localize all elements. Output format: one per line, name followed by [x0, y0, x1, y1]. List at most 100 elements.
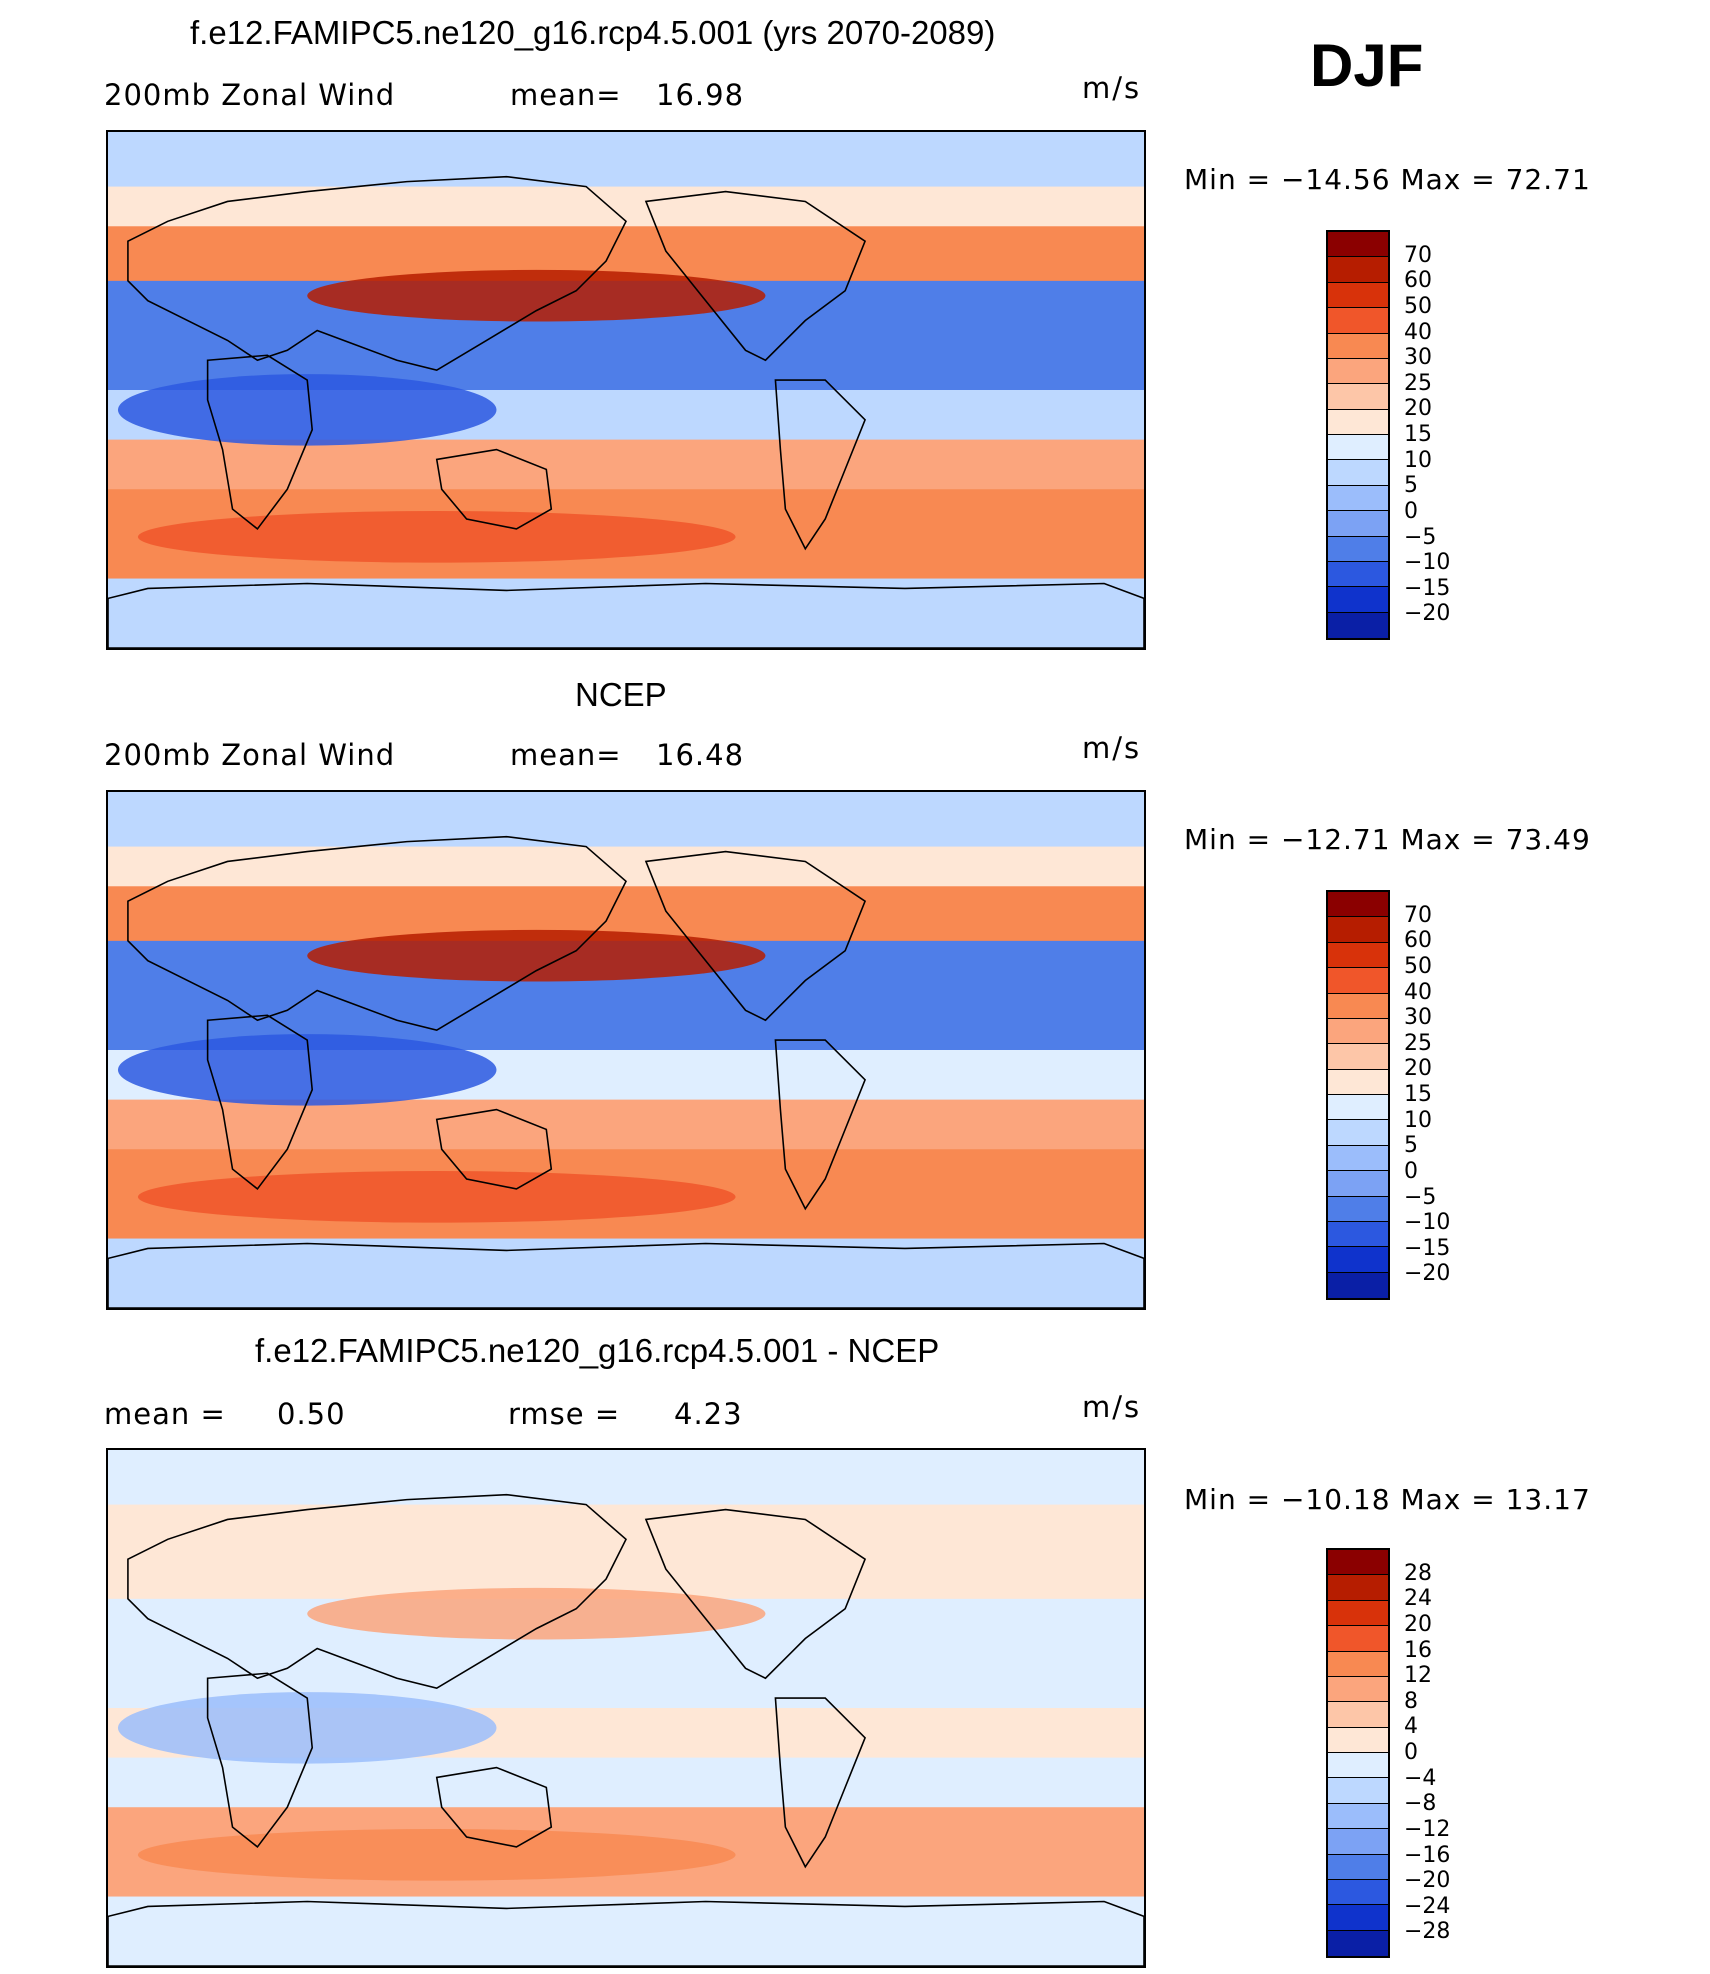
contour-maximum [137, 1171, 736, 1223]
contour-maximum [117, 374, 497, 446]
colorbar-swatch [1328, 232, 1388, 258]
colorbar-tick-label: −20 [1404, 1261, 1451, 1287]
panel-3-map [106, 1448, 1146, 1968]
coastline [774, 1039, 867, 1211]
colorbar-tick-label: 50 [1404, 293, 1432, 319]
colorbar-swatch [1328, 1879, 1388, 1906]
colorbar-tick-label: 5 [1404, 1133, 1418, 1159]
contour-maximum [307, 1587, 766, 1640]
colorbar-tick-label: 70 [1404, 242, 1432, 268]
colorbar-swatch [1328, 1171, 1388, 1197]
coastline [435, 448, 553, 530]
colorbar-swatch [1328, 1221, 1388, 1248]
colorbar-tick-label: 25 [1404, 1030, 1432, 1056]
colorbar-swatch [1328, 1829, 1388, 1855]
coastline [644, 190, 867, 362]
colorbar-swatch [1328, 1930, 1388, 1956]
colorbar-swatch [1328, 485, 1388, 512]
colorbar-swatch [1328, 612, 1388, 638]
panel-3-mean-label: mean = [104, 1397, 226, 1431]
panel-3-rmse-label: rmse = [508, 1397, 621, 1431]
colorbar-tick-label: 30 [1404, 1005, 1432, 1031]
colorbar-swatch [1328, 1600, 1388, 1627]
colorbar-tick-label: 15 [1404, 422, 1432, 447]
colorbar-tick-label: −5 [1404, 1184, 1437, 1210]
panel-3-minmax: Min = −10.18 Max = 13.17 [1184, 1483, 1591, 1516]
panel-1-minmax: Min = −14.56 Max = 72.71 [1184, 163, 1591, 196]
colorbar-swatch [1328, 1550, 1388, 1576]
panel-3-mean-value: 0.50 [277, 1397, 346, 1431]
panel-1-units: m/s [1082, 71, 1142, 105]
colorbar-tick-label: 8 [1404, 1688, 1418, 1714]
colorbar-tick-label: −28 [1404, 1919, 1451, 1945]
colorbar-tick-label: 0 [1404, 1158, 1418, 1184]
panel-2-map [106, 790, 1146, 1310]
colorbar-tick-label: 15 [1404, 1082, 1432, 1107]
colorbar-tick-label: −15 [1404, 575, 1451, 601]
colorbar-tick-label: −5 [1404, 524, 1437, 550]
panel-3-title: f.e12.FAMIPC5.ne120_g16.rcp4.5.001 - NCE… [255, 1332, 940, 1369]
colorbar-swatch [1328, 1803, 1388, 1830]
colorbar-tick-label: 12 [1404, 1663, 1432, 1689]
panel-1-title: f.e12.FAMIPC5.ne120_g16.rcp4.5.001 (yrs … [190, 14, 996, 51]
colorbar-swatch [1328, 1145, 1388, 1172]
coastline [644, 850, 867, 1022]
colorbar-tick-label: 20 [1404, 396, 1432, 422]
colorbar-swatch [1328, 435, 1388, 461]
coastline [435, 1766, 553, 1848]
coastline [127, 175, 627, 372]
colorbar-tick-label: −12 [1404, 1816, 1451, 1842]
contour-band [108, 1896, 1144, 1966]
contour-maximum [117, 1692, 497, 1764]
season-label: DJF [1310, 32, 1424, 99]
colorbar-tick-label: −20 [1404, 1868, 1451, 1894]
colorbar-swatch [1328, 1196, 1388, 1222]
colorbar-swatch [1328, 1753, 1388, 1779]
colorbar-swatch [1328, 333, 1388, 359]
coastline [206, 354, 314, 531]
colorbar-swatch [1328, 1676, 1388, 1703]
colorbar-tick-label: −4 [1404, 1765, 1437, 1791]
colorbar-tick-label: 20 [1404, 1056, 1432, 1082]
panel-2-mean-label: mean= [510, 738, 622, 772]
panel-1-variable-label: 200mb Zonal Wind [104, 78, 396, 112]
contour-maximum [307, 269, 766, 322]
panel-2-minmax: Min = −12.71 Max = 73.49 [1184, 823, 1591, 856]
colorbar-swatch [1328, 1272, 1388, 1298]
colorbar-swatch [1328, 942, 1388, 969]
colorbar-tick-label: 24 [1404, 1586, 1432, 1612]
colorbar-swatch [1328, 968, 1388, 994]
contour-band [108, 1450, 1144, 1506]
coastline [774, 379, 867, 551]
coastline [644, 1508, 867, 1680]
coastline [127, 1493, 627, 1690]
colorbar-swatch [1328, 257, 1388, 283]
contour-band [108, 1757, 1144, 1809]
coastline [435, 1108, 553, 1190]
contour-maximum [137, 511, 736, 563]
colorbar-swatch [1328, 587, 1388, 613]
panel-2-variable-label: 200mb Zonal Wind [104, 738, 396, 772]
contour-maximum [117, 1034, 497, 1106]
colorbar-tick-label: 0 [1404, 1740, 1418, 1765]
colorbar-tick-label: 10 [1404, 1107, 1432, 1133]
coastline [774, 1697, 867, 1869]
panel-1-colorbar [1326, 230, 1390, 640]
contour-band [108, 1099, 1144, 1151]
colorbar-swatch [1328, 1854, 1388, 1880]
coastline [206, 1672, 314, 1849]
colorbar-swatch [1328, 460, 1388, 486]
panel-3-rmse-value: 4.23 [674, 1397, 743, 1431]
colorbar-tick-label: 0 [1404, 498, 1418, 524]
panel-3-units: m/s [1082, 1390, 1142, 1424]
contour-maximum [307, 929, 766, 982]
panel-3-map-svg [108, 1450, 1144, 1966]
colorbar-swatch [1328, 1727, 1388, 1753]
coastline [108, 1900, 1144, 1966]
panel-2-map-svg [108, 792, 1144, 1308]
panel-2-title: NCEP [575, 676, 667, 713]
colorbar-swatch [1328, 1044, 1388, 1070]
colorbar-swatch [1328, 358, 1388, 385]
colorbar-swatch [1328, 384, 1388, 410]
contour-maximum [137, 1829, 736, 1881]
